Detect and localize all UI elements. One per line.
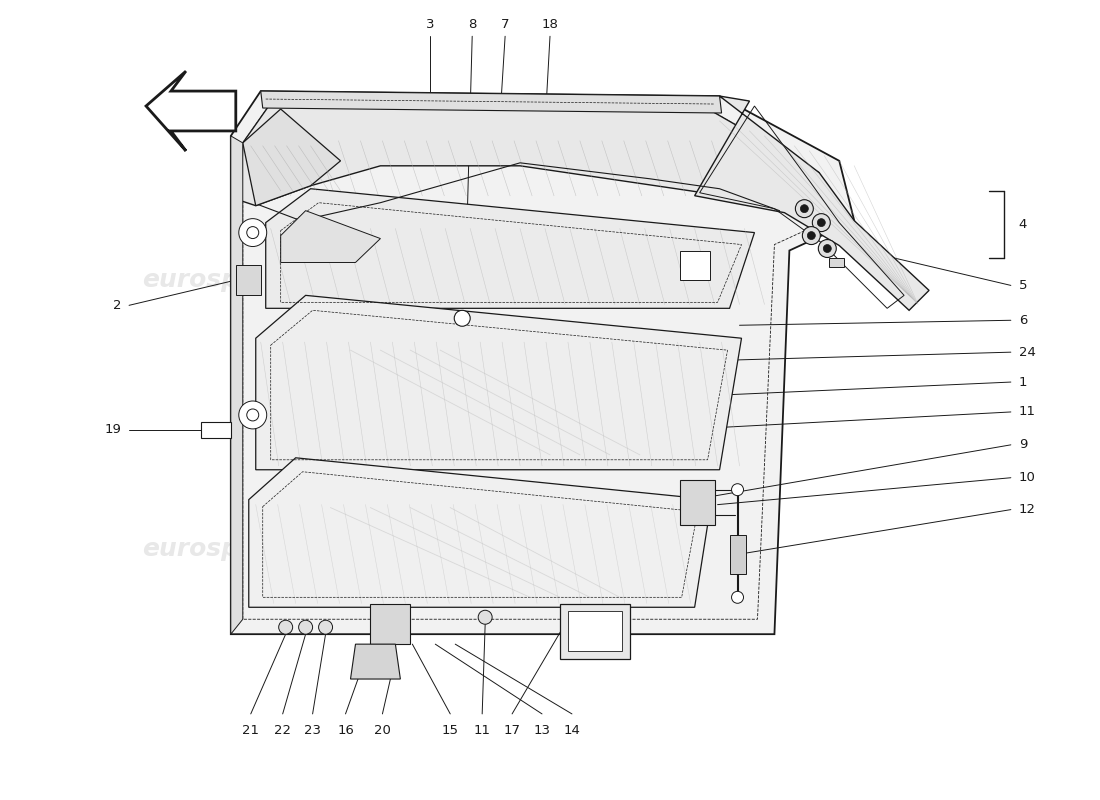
Text: 21: 21 [242, 724, 260, 737]
Text: 7: 7 [500, 18, 509, 31]
Circle shape [394, 632, 404, 642]
Text: 13: 13 [534, 724, 550, 737]
Text: 10: 10 [1019, 471, 1036, 484]
Circle shape [807, 231, 815, 239]
Polygon shape [255, 295, 741, 470]
Text: 1: 1 [1019, 375, 1027, 389]
Text: 4: 4 [1019, 218, 1027, 231]
Polygon shape [235, 266, 261, 295]
Text: 14: 14 [563, 724, 581, 737]
Text: eurospares: eurospares [601, 269, 759, 293]
Circle shape [732, 484, 744, 496]
Text: 11: 11 [1019, 406, 1036, 418]
Text: 5: 5 [1019, 279, 1027, 292]
Text: 20: 20 [374, 724, 390, 737]
Text: 22: 22 [274, 724, 292, 737]
Polygon shape [201, 422, 231, 438]
Polygon shape [261, 91, 722, 113]
Text: 11: 11 [474, 724, 491, 737]
Polygon shape [729, 534, 746, 574]
Text: 24: 24 [1019, 346, 1036, 358]
Text: 12: 12 [1019, 503, 1036, 516]
Circle shape [377, 632, 387, 642]
Polygon shape [351, 644, 400, 679]
Circle shape [682, 510, 694, 522]
Text: 16: 16 [337, 724, 354, 737]
Circle shape [801, 205, 808, 213]
Polygon shape [371, 604, 410, 644]
Polygon shape [249, 458, 712, 607]
Polygon shape [680, 250, 710, 281]
Text: 19: 19 [104, 423, 121, 436]
Polygon shape [680, 480, 715, 525]
Circle shape [246, 409, 258, 421]
Polygon shape [231, 91, 855, 634]
Circle shape [454, 310, 470, 326]
Circle shape [823, 245, 832, 253]
Circle shape [802, 226, 821, 245]
Polygon shape [560, 604, 630, 659]
Polygon shape [280, 210, 381, 262]
Text: 6: 6 [1019, 314, 1027, 326]
Text: eurospares: eurospares [601, 538, 759, 562]
Text: 2: 2 [112, 299, 121, 312]
Circle shape [377, 606, 387, 616]
Text: 9: 9 [1019, 438, 1027, 451]
Circle shape [319, 620, 332, 634]
Circle shape [239, 218, 266, 246]
Circle shape [817, 218, 825, 226]
Circle shape [732, 591, 744, 603]
Circle shape [246, 226, 258, 238]
Text: 18: 18 [541, 18, 559, 31]
Text: 8: 8 [468, 18, 476, 31]
Text: 3: 3 [426, 18, 434, 31]
Circle shape [795, 200, 813, 218]
Polygon shape [243, 109, 341, 206]
Polygon shape [266, 189, 755, 308]
Text: eurospares: eurospares [142, 269, 300, 293]
Polygon shape [568, 611, 622, 651]
Text: 15: 15 [442, 724, 459, 737]
Polygon shape [241, 106, 820, 206]
Circle shape [298, 620, 312, 634]
Circle shape [682, 482, 694, 494]
Circle shape [818, 239, 836, 258]
Text: eurospares: eurospares [142, 538, 300, 562]
Circle shape [812, 214, 830, 231]
Circle shape [394, 606, 404, 616]
Polygon shape [231, 136, 243, 634]
Polygon shape [694, 96, 930, 310]
Circle shape [278, 620, 293, 634]
Polygon shape [829, 258, 845, 267]
Circle shape [478, 610, 492, 624]
Circle shape [239, 401, 266, 429]
Text: 17: 17 [504, 724, 520, 737]
Text: 23: 23 [304, 724, 321, 737]
Polygon shape [146, 71, 235, 151]
